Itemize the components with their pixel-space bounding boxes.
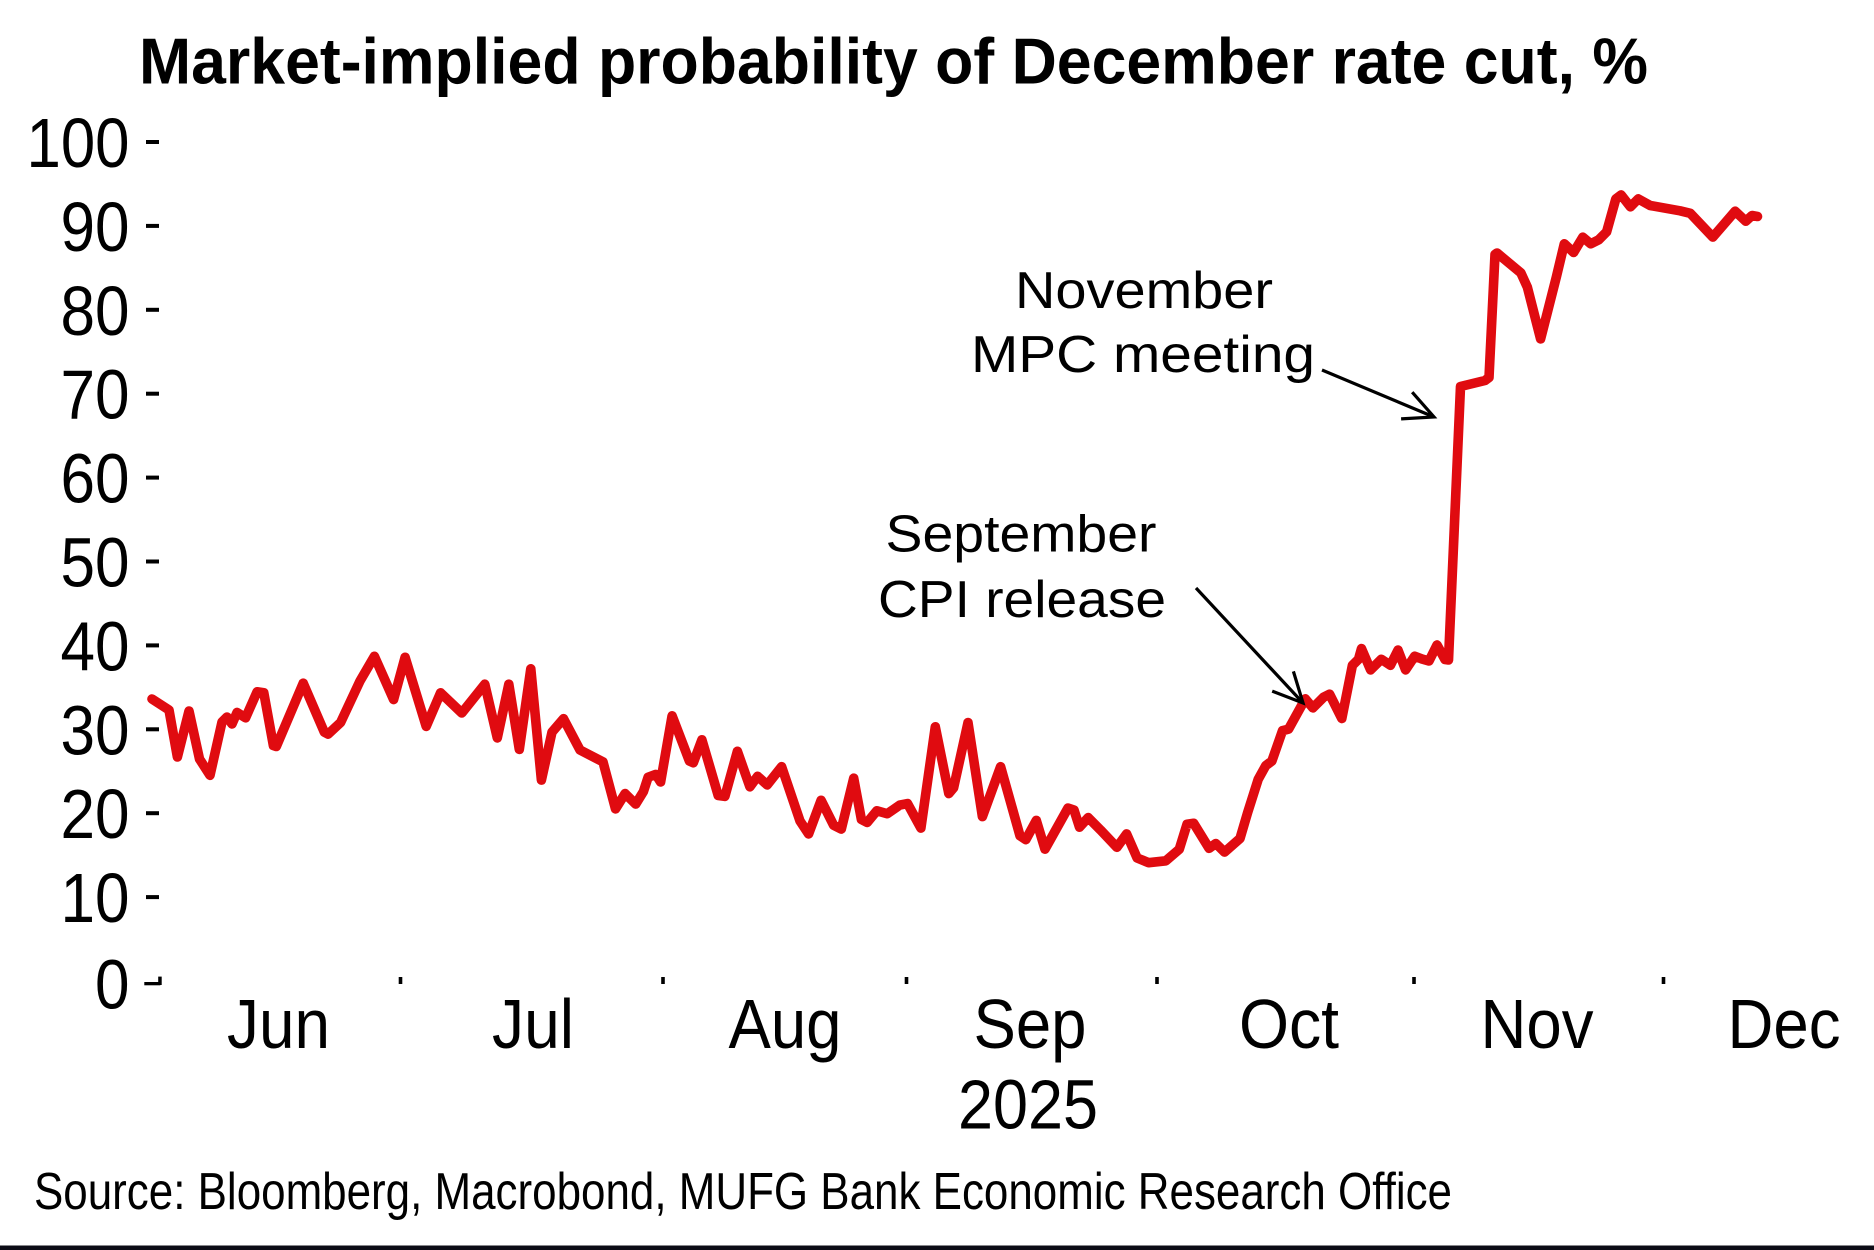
svg-text:80: 80 xyxy=(61,272,130,350)
svg-text:20: 20 xyxy=(61,775,130,853)
svg-text:Jul: Jul xyxy=(492,985,574,1063)
svg-text:2025: 2025 xyxy=(958,1066,1098,1144)
svg-text:30: 30 xyxy=(61,691,130,769)
svg-text:MPC meeting: MPC meeting xyxy=(971,326,1315,384)
svg-text:September: September xyxy=(886,506,1157,564)
svg-text:40: 40 xyxy=(61,607,130,685)
svg-text:100: 100 xyxy=(27,104,130,182)
svg-text:Nov: Nov xyxy=(1481,985,1594,1063)
svg-text:10: 10 xyxy=(61,859,130,937)
svg-text:November: November xyxy=(1015,262,1273,320)
svg-text:Oct: Oct xyxy=(1239,985,1339,1063)
svg-text:Aug: Aug xyxy=(729,985,842,1063)
svg-text:90: 90 xyxy=(61,188,130,266)
svg-text:Dec: Dec xyxy=(1728,985,1841,1063)
svg-text:0: 0 xyxy=(95,946,130,1024)
svg-text:Market-implied probability of: Market-implied probability of December r… xyxy=(139,25,1648,98)
svg-text:Jun: Jun xyxy=(227,985,330,1063)
svg-text:50: 50 xyxy=(61,524,130,602)
svg-text:Sep: Sep xyxy=(974,985,1087,1063)
svg-text:60: 60 xyxy=(61,440,130,518)
svg-text:CPI release: CPI release xyxy=(878,571,1166,629)
svg-text:Source: Bloomberg, Macrobond,: Source: Bloomberg, Macrobond, MUFG Bank … xyxy=(34,1163,1452,1221)
svg-text:70: 70 xyxy=(61,356,130,434)
